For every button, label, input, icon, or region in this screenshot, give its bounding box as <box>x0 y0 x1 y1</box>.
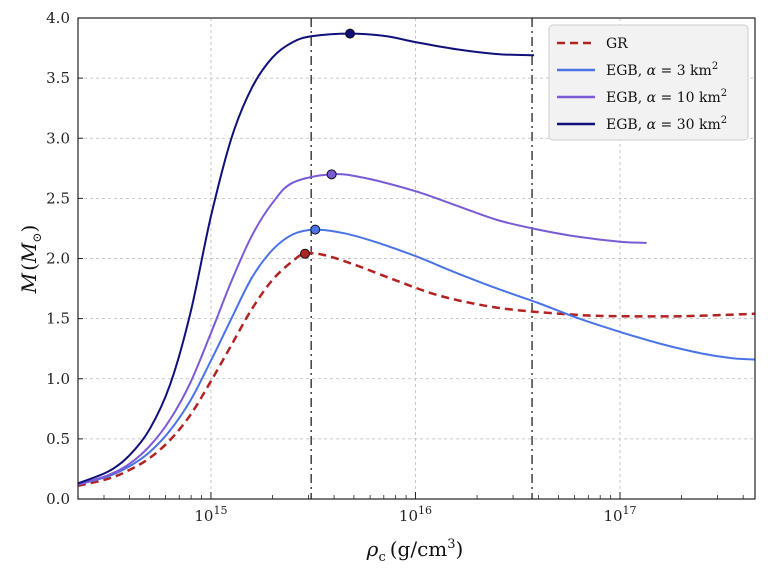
y-tick-label: 4.0 <box>46 9 70 27</box>
legend-label-gr: GR <box>606 36 628 52</box>
legend: GR EGB, α = 3 km2 EGB, α = 10 km2 EGB, α… <box>548 24 749 141</box>
y-tick-label: 1.5 <box>46 310 70 328</box>
peak-markers <box>300 28 356 259</box>
y-tick-label: 1.0 <box>46 370 70 388</box>
grid-lines <box>78 18 755 499</box>
series-line-3 <box>77 32 535 485</box>
legend-label-egb-3: EGB, α = 3 km2 <box>606 61 718 79</box>
y-tick-label: 0.5 <box>46 430 70 448</box>
y-tick-labels: 0.0 0.5 1.0 1.5 2.0 2.5 3.0 3.5 4.0 <box>46 9 70 508</box>
y-tick-label: 3.5 <box>46 69 70 87</box>
legend-label-egb-10: EGB, α = 10 km2 <box>606 88 727 106</box>
y-tick-label: 3.0 <box>46 129 70 147</box>
peak-marker-0 <box>300 248 311 259</box>
legend-label-egb-30: EGB, α = 30 km2 <box>606 115 727 133</box>
x-tick-labels: 1015 1016 1017 <box>194 504 636 525</box>
x-axis-label: ρc (g/cm3) <box>366 537 464 565</box>
x-tick-label: 1016 <box>399 504 432 525</box>
peak-marker-3 <box>345 28 356 39</box>
y-axis-label: M(M⊙) <box>17 225 44 295</box>
x-tick-label: 1017 <box>603 504 636 525</box>
series-line-1 <box>77 228 756 486</box>
x-tick-label: 1015 <box>194 504 227 525</box>
legend-box <box>548 24 749 141</box>
y-tick-label: 2.0 <box>46 250 70 268</box>
peak-marker-1 <box>310 224 321 235</box>
series-line-2 <box>77 173 647 486</box>
reference-lines <box>310 18 533 499</box>
axis-ticks <box>78 17 744 500</box>
y-tick-label: 0.0 <box>46 490 70 508</box>
series-line-0 <box>77 251 756 488</box>
peak-marker-2 <box>326 169 337 180</box>
y-tick-label: 2.5 <box>46 189 70 207</box>
series-group <box>77 32 756 488</box>
